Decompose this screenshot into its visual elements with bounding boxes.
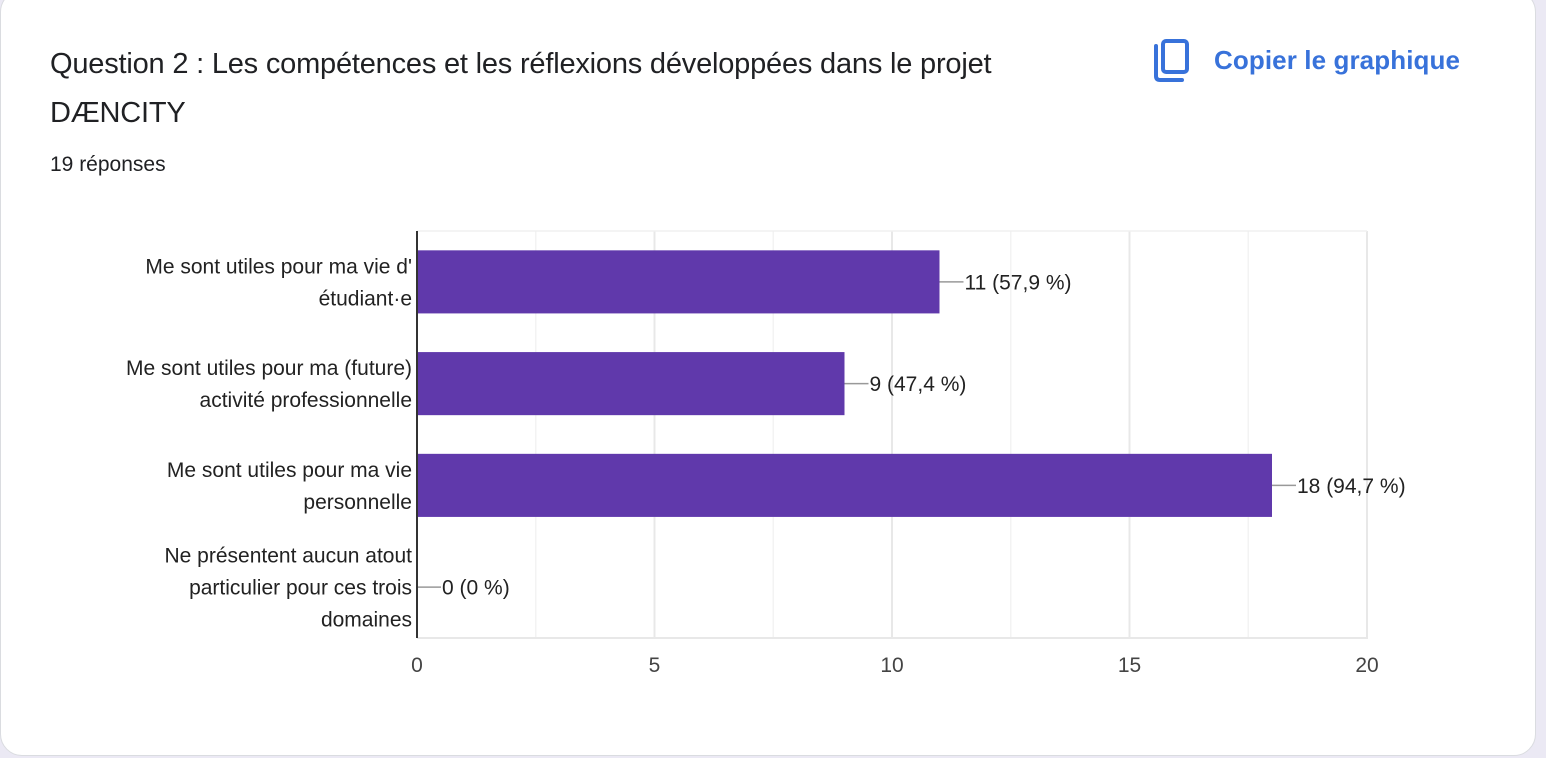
response-count: 19 réponses xyxy=(50,153,166,176)
x-tick-label: 0 xyxy=(411,654,423,677)
x-tick-label: 5 xyxy=(649,654,661,677)
category-label: Me sont utiles pour ma (future) xyxy=(126,357,412,380)
bar xyxy=(417,453,1272,517)
x-tick-label: 15 xyxy=(1118,654,1141,677)
label-layer: 0 5 10 15 20 11 (57,9 %) Me sont utiles pour m… xyxy=(126,231,1406,677)
copy-chart-label: Copier le graphique xyxy=(1214,44,1461,75)
category-label: Me sont utiles pour ma vie d' xyxy=(145,255,412,278)
category-label: activité professionnelle xyxy=(200,389,412,412)
category-label: domaines xyxy=(321,609,412,632)
category-label: étudiant·e xyxy=(319,287,412,310)
data-label: 0 (0 %) xyxy=(442,577,510,600)
data-label: 11 (57,9 %) xyxy=(965,271,1072,294)
bar xyxy=(417,250,940,314)
category-label: particulier pour ces trois xyxy=(189,577,412,600)
data-label: 18 (94,7 %) xyxy=(1297,475,1406,498)
data-label: 9 (47,4 %) xyxy=(870,373,967,396)
category-label: Ne présentent aucun atout xyxy=(164,545,412,568)
bar xyxy=(417,352,845,416)
copy-chart-button[interactable]: Copier le graphique xyxy=(1152,36,1460,84)
bar-layer xyxy=(417,250,1272,517)
x-tick-label: 10 xyxy=(880,654,903,677)
category-label: personnelle xyxy=(303,491,412,514)
question-title: Question 2 : Les compétences et les réfl… xyxy=(50,48,992,129)
x-tick-label: 20 xyxy=(1355,654,1378,677)
category-label: Me sont utiles pour ma vie xyxy=(167,459,412,482)
copy-icon xyxy=(1154,39,1189,82)
